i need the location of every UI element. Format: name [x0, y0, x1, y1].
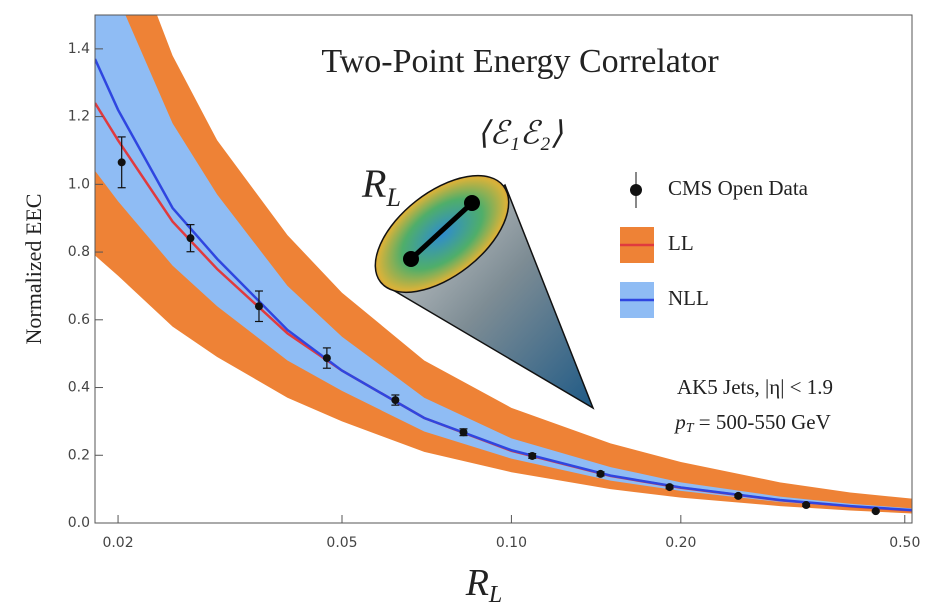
band — [95, 15, 912, 514]
x-tick-label: 0.05 — [326, 535, 357, 551]
data-point — [665, 483, 674, 492]
legend-label: LL — [668, 231, 694, 255]
data-point — [802, 501, 811, 510]
data-point — [117, 158, 126, 167]
legend-marker — [630, 184, 642, 196]
pt-base: p — [673, 410, 686, 434]
plot-layers — [95, 15, 912, 516]
x-axis-label: RL — [465, 562, 503, 607]
cone-label: RL — [361, 161, 401, 212]
observable-label: ⟨ℰ₁ℰ₂⟩ — [477, 114, 563, 150]
legend-label: CMS Open Data — [668, 176, 809, 200]
y-tick-label: 0.4 — [68, 380, 90, 396]
data-point — [254, 302, 263, 311]
y-axis-label: Normalized EEC — [21, 194, 46, 345]
x-label-base: R — [465, 562, 489, 604]
plot-frame — [94, 14, 913, 524]
y-tick-label: 0.2 — [68, 447, 90, 463]
x-tick-label: 0.02 — [102, 535, 133, 551]
pt-sub: T — [686, 421, 695, 436]
y-tick-label: 1.2 — [68, 109, 90, 125]
x-tick-label: 0.20 — [665, 535, 696, 551]
x-tick-label: 0.50 — [889, 535, 920, 551]
y-tick-label: 0.8 — [68, 244, 90, 260]
x-label-sub: L — [488, 582, 502, 607]
pt-rest: = 500-550 GeV — [694, 410, 831, 434]
cone-illustration — [374, 174, 595, 410]
data-point — [734, 491, 743, 500]
y-tick-label: 0.6 — [68, 312, 90, 328]
data-point — [391, 396, 400, 405]
plot-area — [95, 15, 912, 516]
y-tick-label: 1.4 — [68, 41, 90, 57]
data-point — [459, 428, 468, 437]
cone-label-base: R — [361, 161, 386, 206]
data-point — [596, 469, 605, 478]
line — [95, 58, 912, 512]
data-point — [871, 507, 880, 516]
cone-label-sub: L — [385, 183, 400, 212]
y-tick-label: 0.0 — [68, 515, 90, 531]
data-point — [186, 234, 195, 243]
x-tick-label: 0.10 — [496, 535, 527, 551]
band — [95, 15, 912, 512]
legend-label: NLL — [668, 286, 709, 310]
data-point — [322, 354, 331, 363]
pt-note: pT = 500-550 GeV — [673, 410, 831, 436]
chart-title: Two-Point Energy Correlator — [321, 43, 719, 80]
data-point — [528, 451, 537, 460]
jets-note: AK5 Jets, |η| < 1.9 — [677, 375, 833, 399]
y-tick-label: 1.0 — [68, 176, 90, 192]
